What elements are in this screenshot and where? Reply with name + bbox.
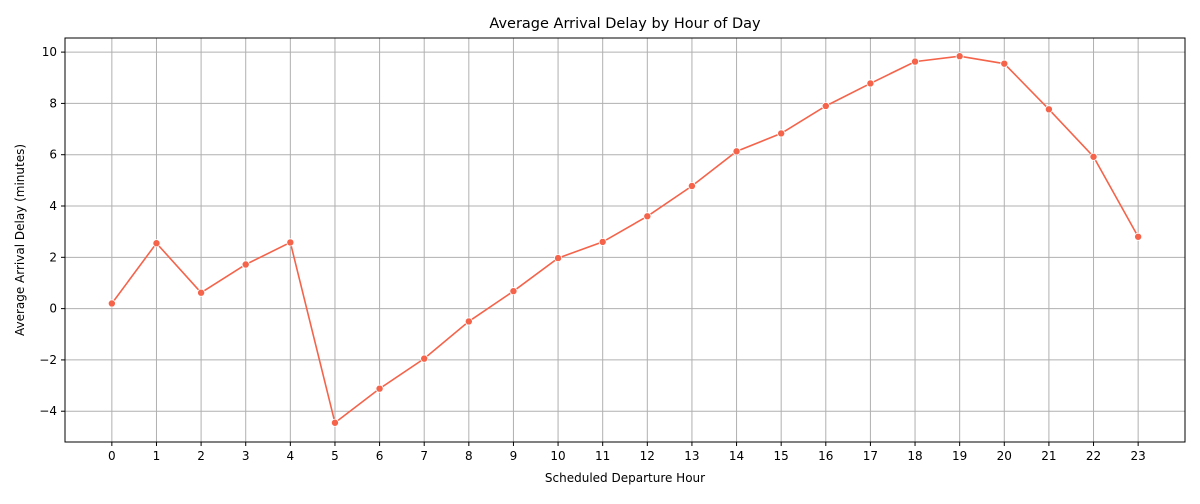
x-axis-label: Scheduled Departure Hour [545, 471, 705, 485]
x-tick-label: 12 [640, 449, 655, 463]
x-tick-label: 2 [197, 449, 205, 463]
data-point[interactable] [821, 101, 830, 110]
x-tick-label: 22 [1086, 449, 1101, 463]
data-point[interactable] [330, 418, 339, 427]
data-point[interactable] [1000, 59, 1009, 68]
x-tick-label: 7 [420, 449, 428, 463]
y-axis-label: Average Arrival Delay (minutes) [13, 144, 27, 336]
data-point[interactable] [732, 147, 741, 156]
x-tick-label: 10 [550, 449, 565, 463]
x-tick-label: 14 [729, 449, 744, 463]
data-point[interactable] [375, 384, 384, 393]
x-tick-label: 0 [108, 449, 116, 463]
data-point[interactable] [1134, 232, 1143, 241]
chart-title: Average Arrival Delay by Hour of Day [489, 16, 761, 32]
x-tick-label: 15 [774, 449, 789, 463]
data-point[interactable] [1044, 105, 1053, 114]
x-tick-label: 13 [684, 449, 699, 463]
data-point[interactable] [509, 287, 518, 296]
data-point[interactable] [643, 212, 652, 221]
data-point[interactable] [911, 57, 920, 66]
x-tick-label: 5 [331, 449, 339, 463]
data-point[interactable] [598, 237, 607, 246]
y-tick-label: −4 [39, 404, 57, 418]
plot-frame [64, 37, 1186, 443]
x-tick-label: 16 [818, 449, 833, 463]
data-point[interactable] [197, 288, 206, 297]
x-tick-label: 3 [242, 449, 250, 463]
data-point[interactable] [152, 239, 161, 248]
x-tick-label: 20 [997, 449, 1012, 463]
data-point[interactable] [777, 129, 786, 138]
grid [65, 38, 1185, 442]
x-tick-label: 4 [287, 449, 295, 463]
y-tick-label: 4 [49, 199, 57, 213]
axis-ticks: 0 1 2 3 4 5 6 7 8 9 10 11 12 13 14 15 16 17 18 19 20 21 22 23−4… [39, 45, 1145, 463]
x-tick-label: 6 [376, 449, 384, 463]
x-tick-label: 17 [863, 449, 878, 463]
y-tick-label: 2 [49, 250, 57, 264]
y-tick-label: 6 [49, 148, 57, 162]
y-tick-label: 0 [49, 302, 57, 316]
x-tick-label: 1 [153, 449, 161, 463]
data-point[interactable] [1089, 152, 1098, 161]
x-tick-label: 11 [595, 449, 610, 463]
data-point[interactable] [286, 238, 295, 247]
data-point[interactable] [554, 254, 563, 263]
x-tick-label: 9 [510, 449, 518, 463]
data-point[interactable] [866, 79, 875, 88]
data-point[interactable] [464, 317, 473, 326]
series-group [107, 52, 1143, 427]
data-point[interactable] [420, 354, 429, 363]
data-point[interactable] [107, 299, 116, 308]
y-tick-label: −2 [39, 353, 57, 367]
data-point[interactable] [955, 52, 964, 61]
x-tick-label: 23 [1131, 449, 1146, 463]
series-line [111, 55, 1139, 425]
x-tick-label: 19 [952, 449, 967, 463]
data-point[interactable] [241, 260, 250, 269]
x-tick-label: 18 [907, 449, 922, 463]
data-point[interactable] [687, 182, 696, 191]
y-tick-label: 10 [42, 45, 57, 59]
x-tick-label: 8 [465, 449, 473, 463]
x-tick-label: 21 [1041, 449, 1056, 463]
y-tick-label: 8 [49, 96, 57, 110]
